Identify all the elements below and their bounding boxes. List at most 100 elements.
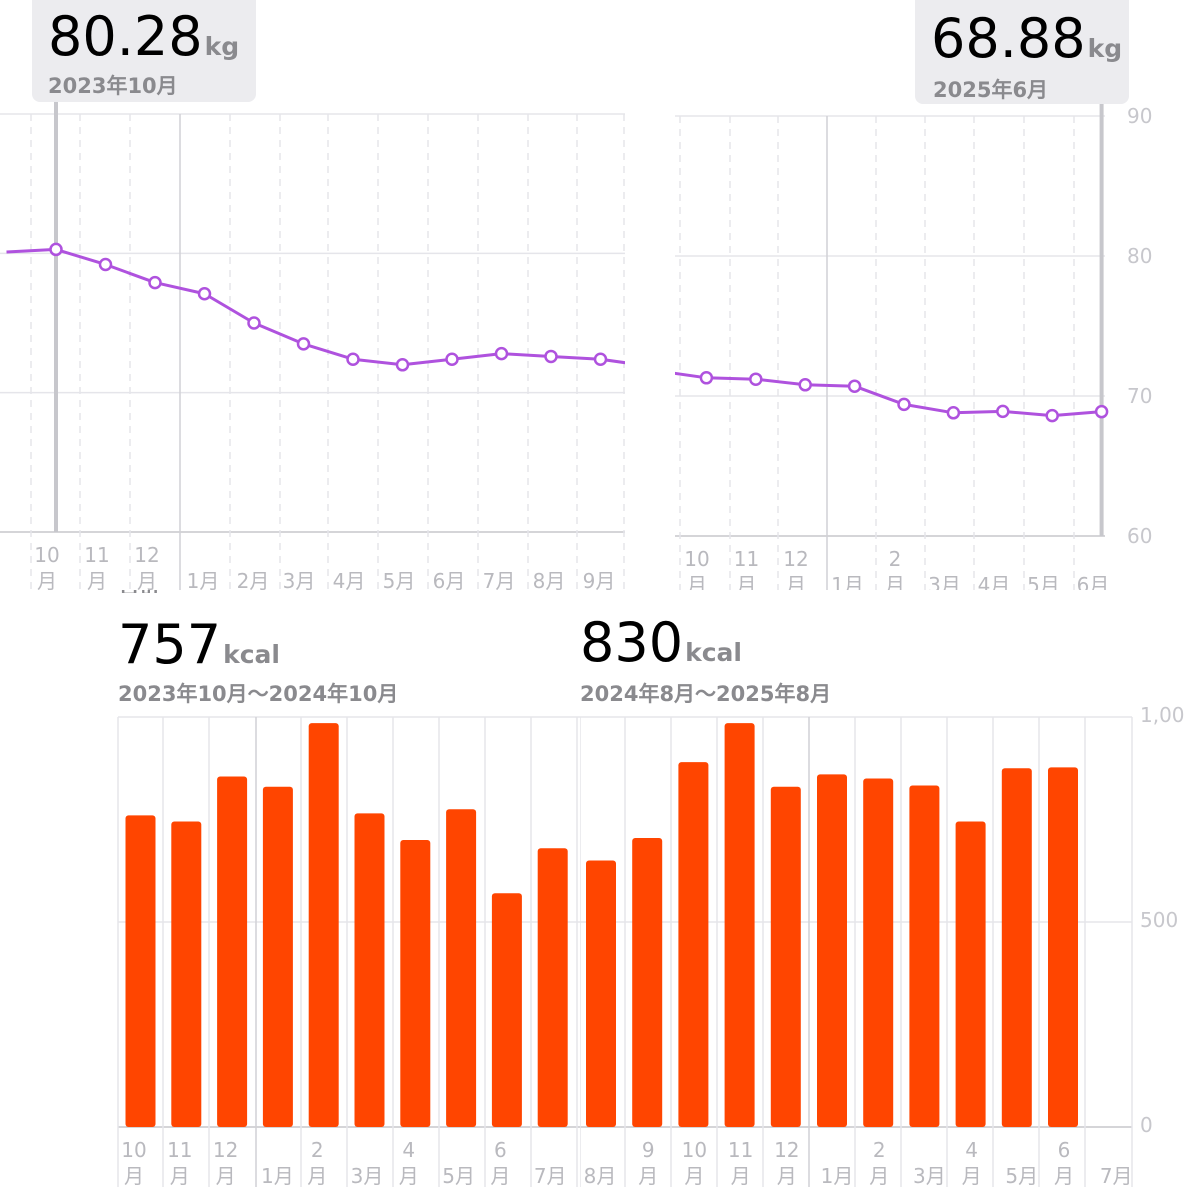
weight_left-xtick-6: 4月: [325, 542, 373, 594]
calorie_right-xtick-4: 12 月: [763, 1137, 811, 1189]
calorie_left-bar-2024-04: [400, 840, 431, 1127]
weight_left-xtick-4-bottom: 2月: [236, 569, 270, 593]
weight_right-xtick-1-top: 11: [733, 547, 760, 571]
weight-chart-right[interactable]: 68.88kg 2025年6月 90 80 70 60 10 月 11 月 12 月 1月 2 月 3月 4…: [675, 0, 1200, 600]
calorie_left-bar-2024-05: [446, 809, 477, 1127]
calorie-chart-right[interactable]: 830kcal 2024年8月〜2025年8月 1,00 500 0 8月 9 月 10 月 1…: [580, 590, 1200, 1200]
calorie_right-ytick-2: 0: [1140, 1113, 1153, 1137]
weight_left-xtick-8-top: [425, 542, 473, 568]
weight_left-xtick-4: 2月: [229, 542, 277, 594]
calorie_left-xtick-9-bottom: 7月: [533, 1164, 567, 1188]
calorie_right-bar-2024-11: [724, 723, 755, 1127]
weight-chart-left[interactable]: 80.28kg 2023年10月 9080706010月11月12月1月2月3月…: [0, 0, 625, 600]
calorie_left-xtick-5-bottom: 3月: [350, 1164, 384, 1188]
weight_right-point-2024-10: [699, 371, 714, 385]
weight_right-point-2024-12: [798, 378, 812, 392]
calorie_right-xtick-5: 1月: [813, 1137, 861, 1189]
calorie-right-number: 830: [580, 611, 684, 674]
calorie-left-range: 2023年10月〜2024年10月: [118, 682, 399, 706]
weight-right-value: 68.88kg: [931, 12, 1122, 66]
weight_right-point-2025-03: [946, 406, 961, 420]
calorie_right-xtick-11: 7月: [1092, 1137, 1140, 1189]
weight_left-xtick-0-top: 10: [34, 543, 60, 567]
calorie_left-xtick-3: 1月: [253, 1137, 301, 1189]
weight_left-xtick-10: 8月: [525, 542, 573, 594]
calorie_right-xtick-9-top: [998, 1137, 1046, 1163]
calorie_left-xtick-1: 11 月: [156, 1137, 204, 1189]
calorie_left-bar-2023-12: [217, 776, 248, 1127]
weight_left-xtick-9: 7月: [475, 542, 523, 594]
calorie_right-xtick-1-top: 9: [641, 1138, 655, 1162]
calorie_right-ytick-1: 500: [1140, 908, 1179, 932]
calorie_right-xtick-0-bottom: 8月: [583, 1164, 617, 1188]
weight_left-point-2023-10: [49, 242, 63, 257]
calorie_left-xtick-0-bottom: 月: [124, 1164, 144, 1188]
calorie-right-value: 830kcal: [580, 616, 742, 670]
weight_right-point-2025-01: [847, 379, 862, 393]
calorie_right-xtick-9: 5月: [998, 1137, 1046, 1189]
calorie_right-xtick-4-top: 12: [774, 1138, 800, 1162]
weight-right-callout: [915, 0, 1129, 104]
calorie-right-plot: [580, 716, 1133, 1187]
calorie_right-bar-2025-04: [955, 821, 986, 1127]
weight_left-xtick-3-bottom: 1月: [186, 569, 220, 593]
calorie_left-xtick-2-top: 12: [212, 1138, 239, 1162]
calorie_right-xtick-1-bottom: 月: [638, 1164, 659, 1188]
calorie_left-xtick-0: 10 月: [110, 1137, 158, 1189]
calorie_right-xtick-7-bottom: 3月: [913, 1164, 946, 1188]
weight_left-xtick-2-bottom: 月: [137, 569, 157, 593]
calorie_left-bar-2024-02: [308, 723, 339, 1127]
weight_left-xtick-5-bottom: 3月: [282, 569, 316, 593]
calorie_left-xtick-8-bottom: 月: [490, 1164, 511, 1188]
calorie-left-cut-header: 合計: [118, 590, 213, 593]
calorie_left-xtick-1-bottom: 月: [169, 1164, 190, 1188]
calorie_right-xtick-5-bottom: 1月: [820, 1164, 854, 1188]
calorie-chart-left[interactable]: 合計 757kcal 2023年10月〜2024年10月 10月11月12月1月…: [0, 590, 600, 1200]
weight_left-xtick-6-bottom: 4月: [332, 569, 366, 593]
calorie_right-xtick-3-bottom: 月: [730, 1164, 751, 1188]
calorie_right-xtick-4-bottom: 月: [776, 1164, 797, 1188]
weight_right-ytick-1: 80: [1127, 244, 1153, 268]
calorie_right-xtick-10-bottom: 月: [1054, 1164, 1074, 1188]
calorie_right-bar-2024-09: [632, 837, 663, 1127]
weight_left-xtick-7: 5月: [375, 542, 423, 594]
calorie_left-xtick-5: 3月: [343, 1137, 391, 1189]
weight_right-point-2025-05: [1045, 408, 1059, 423]
weight_left-xtick-8: 6月: [425, 542, 473, 594]
calorie-left-plot: [117, 716, 600, 1187]
weight_left-xtick-1-top: 11: [84, 543, 110, 567]
weight_right-xtick-8-top: [1069, 546, 1117, 572]
weight_right-xtick-6-top: [970, 546, 1018, 572]
calorie_left-xtick-4-bottom: 月: [307, 1164, 328, 1188]
weight_left-xtick-0-bottom: 月: [37, 569, 57, 593]
weight_left-xtick-6-top: [325, 542, 373, 568]
weight_left-point-2024-02: [247, 316, 261, 330]
weight_left-xtick-1-bottom: 月: [87, 569, 107, 593]
weight_right-point-2025-02: [897, 397, 911, 412]
calorie_right-xtick-7-top: [905, 1137, 953, 1163]
weight_right-point-2025-04: [996, 404, 1010, 419]
calorie_right-xtick-2-top: 10: [681, 1138, 708, 1162]
calorie_left-xtick-4-top: 2: [310, 1138, 324, 1162]
weight-left-plot: [0, 100, 625, 594]
weight_left-point-2023-11: [98, 257, 113, 272]
weight_left-point-2024-09: [593, 352, 608, 366]
weight_left-xtick-11: 9月: [575, 542, 623, 594]
weight_right-xtick-3-top: [824, 546, 872, 572]
weight-left-value: 80.28kg: [48, 10, 239, 64]
calorie_left-xtick-2-bottom: 月: [215, 1164, 236, 1188]
calorie_right-xtick-11-bottom: 7月: [1099, 1164, 1133, 1188]
calorie_left-xtick-1-top: 11: [167, 1138, 193, 1162]
calorie_left-xtick-7: 5月: [435, 1137, 483, 1189]
calorie_right-xtick-3-top: 11: [727, 1138, 754, 1162]
calorie_right-xtick-0-top: [580, 1137, 624, 1163]
weight_left-point-2024-04: [346, 352, 360, 366]
weight-right-plot: [675, 104, 1109, 598]
calorie_left-bar-2024-07: [537, 848, 568, 1127]
calorie-right-unit: kcal: [685, 638, 742, 667]
calorie_right-xtick-2: 10 月: [670, 1137, 718, 1189]
weight_left-xtick-5-top: [275, 542, 323, 568]
